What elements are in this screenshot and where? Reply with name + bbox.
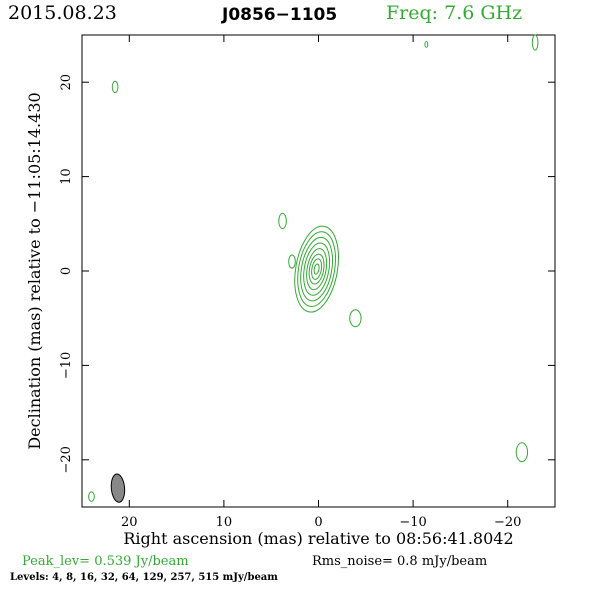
peak-level: Peak_lev= 0.539 Jy/beam	[22, 554, 189, 569]
component-contour	[424, 41, 429, 48]
frequency-label: Freq: 7.6 GHz	[386, 2, 523, 24]
core-contour	[303, 242, 331, 296]
contour-levels: Levels: 4, 8, 16, 32, 64, 129, 257, 515 …	[10, 572, 278, 583]
component-contour	[278, 212, 287, 230]
component-contour	[515, 442, 529, 463]
core-contour	[300, 236, 334, 302]
contour-marks	[88, 34, 539, 503]
x-tick-label: 0	[314, 515, 322, 530]
x-tick-label: 20	[121, 515, 138, 530]
y-tick-label: −20	[59, 446, 74, 473]
core-contour	[308, 253, 325, 285]
x-axis-title: Right ascension (mas) relative to 08:56:…	[123, 529, 513, 548]
component-contour	[111, 80, 119, 94]
core-contour	[306, 248, 328, 291]
core-contour	[297, 231, 336, 307]
x-tick-label: 10	[216, 515, 233, 530]
component-contour	[531, 34, 539, 51]
component-contour	[288, 254, 296, 269]
y-tick-label: 20	[59, 74, 74, 91]
core-contour	[294, 225, 339, 313]
x-tick-label: −20	[494, 515, 521, 530]
x-tick-label: −10	[399, 515, 426, 530]
component-contour	[88, 491, 95, 502]
rms-noise: Rms_noise= 0.8 mJy/beam	[312, 554, 488, 569]
y-tick-label: 10	[59, 168, 74, 185]
observation-date: 2015.08.23	[8, 2, 117, 24]
y-axis-title: Declination (mas) relative to −11:05:14.…	[25, 92, 44, 449]
y-tick-label: 0	[59, 267, 74, 275]
beam-ellipse	[110, 473, 126, 503]
axis-ticks: 20 10 0 −10 −20 20 10 0 −10 −20	[59, 35, 555, 530]
core-contour	[311, 258, 323, 280]
y-tick-label: −10	[59, 352, 74, 379]
core-contour	[313, 263, 320, 275]
source-name: J0856−1105	[222, 5, 338, 25]
component-contour	[349, 309, 362, 328]
